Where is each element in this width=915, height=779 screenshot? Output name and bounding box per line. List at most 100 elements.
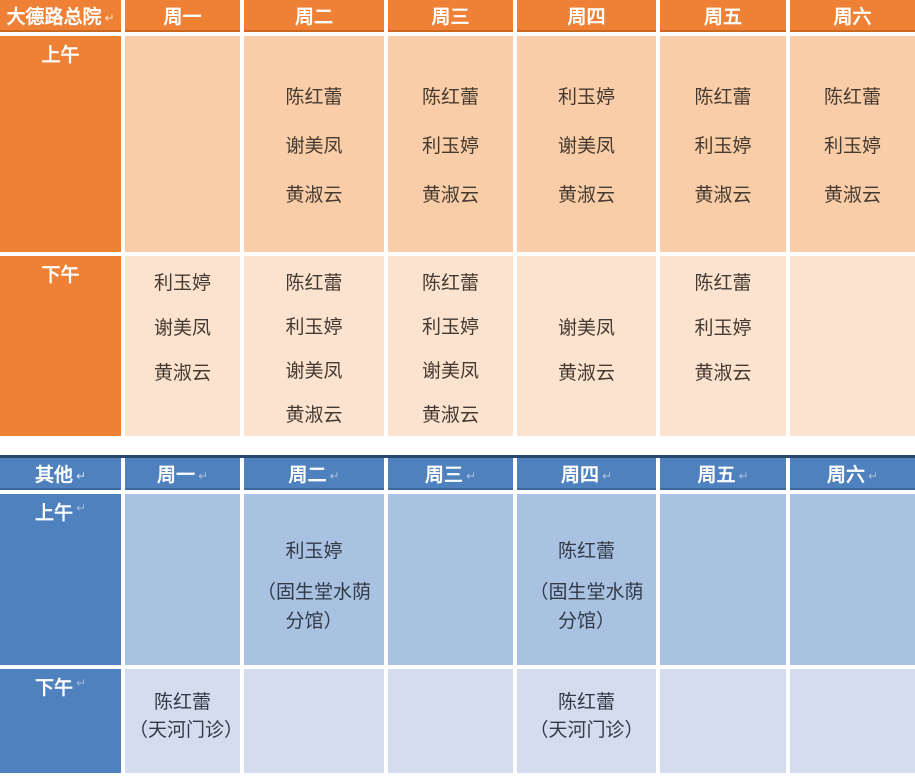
day-header-text: 周二 xyxy=(294,6,333,28)
return-mark-icon: ↵ xyxy=(197,469,209,483)
return-mark-icon: ↵ xyxy=(738,469,749,483)
schedule-cell-am-tue: 利玉婷 （固生堂水荫分馆） xyxy=(244,494,384,665)
doctor-name: 谢美凤 xyxy=(285,134,343,157)
hospital-title: 大德路总院 xyxy=(6,6,102,28)
return-mark-icon: ↵ xyxy=(75,469,87,483)
doctor-name: 利玉婷 xyxy=(421,134,479,157)
schedule-cell-pm-thu: 谢美凤 黄淑云 xyxy=(517,256,656,436)
day-header-fri: 周五 xyxy=(660,0,786,32)
day-header-text: 周六 xyxy=(833,6,872,28)
doctor-name: 黄淑云 xyxy=(694,362,752,384)
other-title-cell: 其他 ↵ xyxy=(0,458,121,490)
row-label-morning: 上午 xyxy=(0,36,121,252)
doctor-name: 陈红蕾 xyxy=(557,691,615,713)
empty-line xyxy=(517,259,656,304)
doctor-name: 利玉婷 xyxy=(285,315,343,338)
doctor-name: 谢美凤 xyxy=(421,360,479,383)
return-mark-icon: ↵ xyxy=(329,469,340,483)
venue-note: （天河门诊） xyxy=(529,718,644,741)
doctor-name: 陈红蕾 xyxy=(285,85,343,108)
doctor-name: 陈红蕾 xyxy=(557,539,615,562)
schedule-cell-pm-tue: 陈红蕾 利玉婷 谢美凤 黄淑云 xyxy=(244,256,384,436)
doctor-name: 黄淑云 xyxy=(823,183,881,206)
venue-note: （固生堂水荫分馆） xyxy=(256,581,371,632)
doctor-name: 黄淑云 xyxy=(285,404,343,427)
schedule-cell-am-wed xyxy=(388,494,513,665)
doctor-name: 黄淑云 xyxy=(421,183,479,206)
schedule-cell-am-sat: 陈红蕾 利玉婷 黄淑云 xyxy=(790,36,915,252)
day-header-mon: 周一 xyxy=(125,0,240,32)
row-label-afternoon: 下午 ↵ xyxy=(0,669,121,773)
schedule-cell-am-mon xyxy=(125,36,240,252)
day-header-text: 周四 xyxy=(560,464,599,486)
day-header-text: 周五 xyxy=(697,464,736,486)
other-title: 其他 xyxy=(34,464,73,486)
row-label-afternoon: 下午 xyxy=(0,256,121,436)
row-label-text: 下午 xyxy=(41,265,80,286)
hospital-title-cell: 大德路总院 ↵ xyxy=(0,0,121,32)
day-header-text: 周一 xyxy=(156,464,195,486)
row-label-morning: 上午 ↵ xyxy=(0,494,121,665)
row-label-text: 上午 xyxy=(41,45,80,66)
schedule-cell-pm-wed xyxy=(388,669,513,773)
schedule-cell-pm-tue xyxy=(244,669,384,773)
doctor-name: 黄淑云 xyxy=(421,404,479,427)
doctor-name: 黄淑云 xyxy=(694,183,752,206)
day-header-sat: 周六 xyxy=(790,0,915,32)
doctor-name: 黄淑云 xyxy=(557,362,615,384)
doctor-name: 利玉婷 xyxy=(285,539,343,562)
schedule-cell-pm-mon: 陈红蕾 （天河门诊） xyxy=(125,669,240,773)
hospital-schedule-table: 大德路总院 ↵ 周一 周二 周三 周四 周五 周六 上午 陈红蕾 谢美凤 黄淑云 … xyxy=(0,0,915,436)
doctor-name: 利玉婷 xyxy=(694,317,752,339)
schedule-cell-am-mon xyxy=(125,494,240,665)
day-header-text: 周二 xyxy=(288,464,327,486)
doctor-name: 黄淑云 xyxy=(153,362,211,384)
return-mark-icon: ↵ xyxy=(75,501,87,515)
return-mark-icon: ↵ xyxy=(601,469,613,483)
day-header-text: 周四 xyxy=(567,6,606,28)
table-gap xyxy=(0,436,915,455)
schedule-cell-am-thu: 陈红蕾 （固生堂水荫分馆） xyxy=(517,494,656,665)
day-header-text: 周三 xyxy=(424,464,463,486)
schedule-cell-am-wed: 陈红蕾 利玉婷 黄淑云 xyxy=(388,36,513,252)
venue-note: （天河门诊） xyxy=(129,718,240,741)
schedule-cell-pm-fri xyxy=(660,669,786,773)
schedule-cell-am-thu: 利玉婷 谢美凤 黄淑云 xyxy=(517,36,656,252)
doctor-name: 陈红蕾 xyxy=(694,272,752,294)
hospital-schedule-grid: 大德路总院 ↵ 周一 周二 周三 周四 周五 周六 上午 陈红蕾 谢美凤 黄淑云 … xyxy=(0,0,915,436)
doctor-name: 利玉婷 xyxy=(694,134,752,157)
day-header-text: 周六 xyxy=(826,464,865,486)
day-header-mon: 周一 ↵ xyxy=(125,458,240,490)
doctor-name: 利玉婷 xyxy=(421,315,479,338)
doctor-name: 陈红蕾 xyxy=(421,85,479,108)
doctor-name: 黄淑云 xyxy=(285,183,343,206)
doctor-name: 谢美凤 xyxy=(557,317,615,339)
other-schedule-table: 其他 ↵ 周一 ↵ 周二 ↵ 周三 ↵ 周四 ↵ 周五 ↵ 周六 ↵ 上午 ↵ 利玉婷 （固生堂… xyxy=(0,455,915,773)
schedule-cell-am-sat xyxy=(790,494,915,665)
row-label-text: 上午 xyxy=(34,503,73,524)
day-header-text: 周五 xyxy=(703,6,742,28)
doctor-name: 黄淑云 xyxy=(557,183,615,206)
day-header-text: 周三 xyxy=(431,6,470,28)
day-header-tue: 周二 ↵ xyxy=(244,458,384,490)
return-mark-icon: ↵ xyxy=(104,11,115,25)
doctor-name: 陈红蕾 xyxy=(153,691,211,713)
day-header-thu: 周四 xyxy=(517,0,656,32)
day-header-wed: 周三 xyxy=(388,0,513,32)
doctor-name: 陈红蕾 xyxy=(285,271,343,294)
return-mark-icon: ↵ xyxy=(75,676,87,690)
doctor-name: 利玉婷 xyxy=(557,85,615,108)
return-mark-icon: ↵ xyxy=(465,469,477,483)
schedule-cell-am-fri xyxy=(660,494,786,665)
schedule-cell-am-tue: 陈红蕾 谢美凤 黄淑云 xyxy=(244,36,384,252)
doctor-name: 利玉婷 xyxy=(823,134,881,157)
schedule-cell-am-fri: 陈红蕾 利玉婷 黄淑云 xyxy=(660,36,786,252)
schedule-cell-pm-sat xyxy=(790,669,915,773)
day-header-thu: 周四 ↵ xyxy=(517,458,656,490)
schedule-cell-pm-wed: 陈红蕾 利玉婷 谢美凤 黄淑云 xyxy=(388,256,513,436)
schedule-cell-pm-mon: 利玉婷 谢美凤 黄淑云 xyxy=(125,256,240,436)
return-mark-icon: ↵ xyxy=(867,469,879,483)
day-header-sat: 周六 ↵ xyxy=(790,458,915,490)
doctor-name: 陈红蕾 xyxy=(823,85,881,108)
